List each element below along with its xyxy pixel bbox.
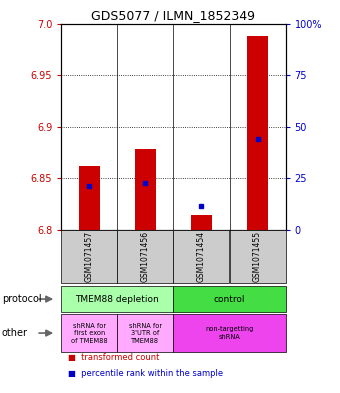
Text: shRNA for
3'UTR of
TMEM88: shRNA for 3'UTR of TMEM88	[129, 323, 162, 343]
Text: ■  percentile rank within the sample: ■ percentile rank within the sample	[68, 369, 223, 378]
Text: GSM1071456: GSM1071456	[141, 231, 150, 282]
Bar	[117, 230, 173, 283]
Text: shRNA for
first exon
of TMEM88: shRNA for first exon of TMEM88	[71, 323, 107, 343]
Bar	[61, 314, 117, 352]
Bar	[191, 215, 212, 230]
Bar	[61, 230, 117, 283]
Text: protocol: protocol	[2, 294, 41, 304]
Text: ■  transformed count: ■ transformed count	[68, 353, 159, 362]
Bar	[230, 230, 286, 283]
Bar	[173, 230, 230, 283]
Text: GSM1071455: GSM1071455	[253, 231, 262, 282]
Bar	[61, 286, 173, 312]
Bar	[173, 286, 286, 312]
Bar	[79, 166, 100, 230]
Bar	[117, 314, 173, 352]
Bar	[173, 314, 286, 352]
Bar	[135, 149, 156, 230]
Text: GSM1071454: GSM1071454	[197, 231, 206, 282]
Text: control: control	[214, 295, 245, 303]
Bar	[247, 36, 268, 230]
Text: GSM1071457: GSM1071457	[85, 231, 94, 282]
Text: TMEM88 depletion: TMEM88 depletion	[75, 295, 159, 303]
Title: GDS5077 / ILMN_1852349: GDS5077 / ILMN_1852349	[91, 9, 255, 22]
Text: non-targetting
shRNA: non-targetting shRNA	[205, 326, 254, 340]
Text: other: other	[2, 328, 28, 338]
